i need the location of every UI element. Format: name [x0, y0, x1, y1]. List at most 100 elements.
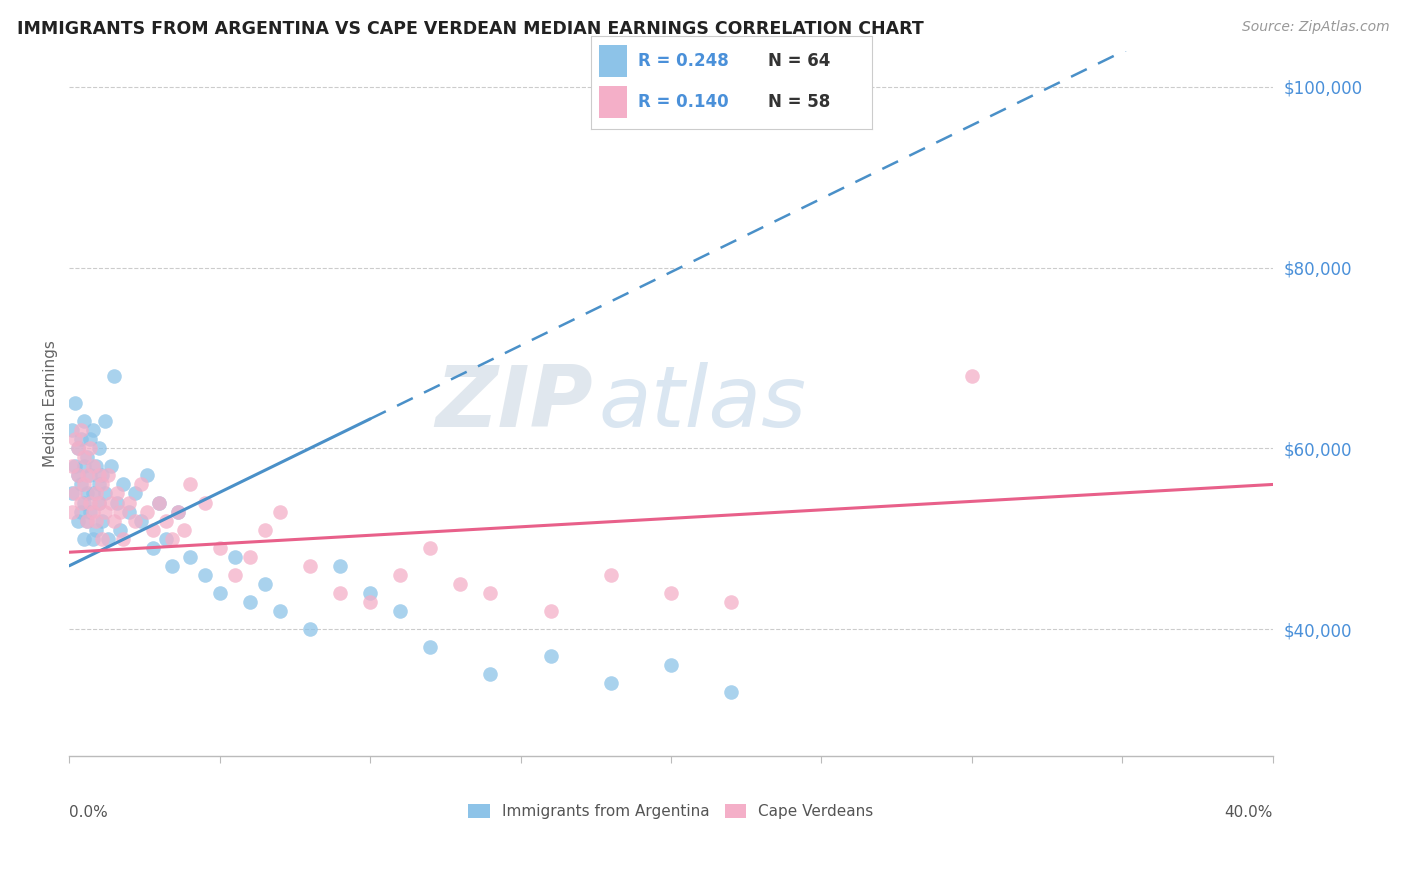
- Point: [79, 468, 101, 483]
- Point: [112, 477, 135, 491]
- Point: [70, 423, 93, 437]
- Point: [103, 369, 125, 384]
- Point: [131, 477, 153, 491]
- Point: [118, 495, 141, 509]
- Point: [89, 495, 111, 509]
- Point: [82, 423, 104, 437]
- Point: [70, 432, 93, 446]
- Point: [84, 486, 107, 500]
- Point: [359, 595, 381, 609]
- Point: [100, 495, 122, 509]
- Point: [76, 486, 98, 500]
- Point: [329, 558, 352, 573]
- Point: [239, 549, 262, 564]
- Point: [389, 604, 412, 618]
- Point: [82, 486, 104, 500]
- Point: [389, 567, 412, 582]
- Point: [73, 414, 96, 428]
- Point: [112, 532, 135, 546]
- Point: [659, 586, 682, 600]
- Point: [253, 577, 276, 591]
- Point: [110, 505, 132, 519]
- Point: [76, 468, 98, 483]
- Point: [540, 604, 562, 618]
- Point: [97, 532, 120, 546]
- Point: [79, 505, 101, 519]
- Point: [269, 604, 291, 618]
- Point: [179, 477, 201, 491]
- Text: N = 58: N = 58: [768, 93, 830, 112]
- Point: [148, 495, 170, 509]
- Point: [960, 369, 983, 384]
- Point: [166, 505, 188, 519]
- Point: [84, 459, 107, 474]
- Point: [84, 523, 107, 537]
- Point: [269, 505, 291, 519]
- Text: 0.0%: 0.0%: [69, 805, 108, 821]
- Point: [79, 442, 101, 456]
- Point: [73, 459, 96, 474]
- Text: R = 0.140: R = 0.140: [638, 93, 728, 112]
- Point: [79, 432, 101, 446]
- Point: [67, 442, 90, 456]
- Point: [720, 685, 742, 699]
- Point: [131, 514, 153, 528]
- Point: [89, 495, 111, 509]
- Point: [89, 442, 111, 456]
- Point: [155, 532, 177, 546]
- Point: [73, 477, 96, 491]
- Point: [224, 549, 246, 564]
- Point: [449, 577, 471, 591]
- Point: [67, 442, 90, 456]
- Point: [76, 450, 98, 465]
- Point: [124, 486, 146, 500]
- Point: [67, 468, 90, 483]
- Point: [84, 514, 107, 528]
- Text: atlas: atlas: [599, 361, 807, 444]
- Text: 40.0%: 40.0%: [1225, 805, 1272, 821]
- Point: [70, 505, 93, 519]
- Point: [160, 532, 183, 546]
- Point: [142, 541, 165, 555]
- Point: [419, 541, 441, 555]
- Point: [89, 468, 111, 483]
- Point: [179, 549, 201, 564]
- Point: [91, 477, 114, 491]
- Point: [105, 495, 128, 509]
- Point: [124, 514, 146, 528]
- Point: [479, 586, 502, 600]
- Point: [67, 514, 90, 528]
- Point: [142, 523, 165, 537]
- Point: [65, 459, 87, 474]
- Bar: [599, 87, 627, 118]
- Point: [82, 459, 104, 474]
- Point: [659, 658, 682, 673]
- Text: Source: ZipAtlas.com: Source: ZipAtlas.com: [1241, 20, 1389, 34]
- Y-axis label: Median Earnings: Median Earnings: [44, 340, 58, 467]
- Point: [208, 541, 231, 555]
- Point: [160, 558, 183, 573]
- Point: [720, 595, 742, 609]
- Text: IMMIGRANTS FROM ARGENTINA VS CAPE VERDEAN MEDIAN EARNINGS CORRELATION CHART: IMMIGRANTS FROM ARGENTINA VS CAPE VERDEA…: [17, 20, 924, 37]
- Point: [60, 459, 83, 474]
- Text: N = 64: N = 64: [768, 52, 830, 70]
- Point: [173, 523, 195, 537]
- Point: [155, 514, 177, 528]
- Point: [94, 505, 117, 519]
- Point: [224, 567, 246, 582]
- Point: [136, 505, 159, 519]
- Point: [359, 586, 381, 600]
- Point: [110, 523, 132, 537]
- Bar: [599, 45, 627, 77]
- Point: [70, 495, 93, 509]
- Point: [148, 495, 170, 509]
- Point: [208, 586, 231, 600]
- Text: ZIP: ZIP: [434, 361, 593, 444]
- Point: [89, 477, 111, 491]
- Text: R = 0.248: R = 0.248: [638, 52, 730, 70]
- Point: [73, 532, 96, 546]
- Point: [94, 486, 117, 500]
- Point: [67, 468, 90, 483]
- Point: [599, 567, 621, 582]
- Point: [479, 667, 502, 681]
